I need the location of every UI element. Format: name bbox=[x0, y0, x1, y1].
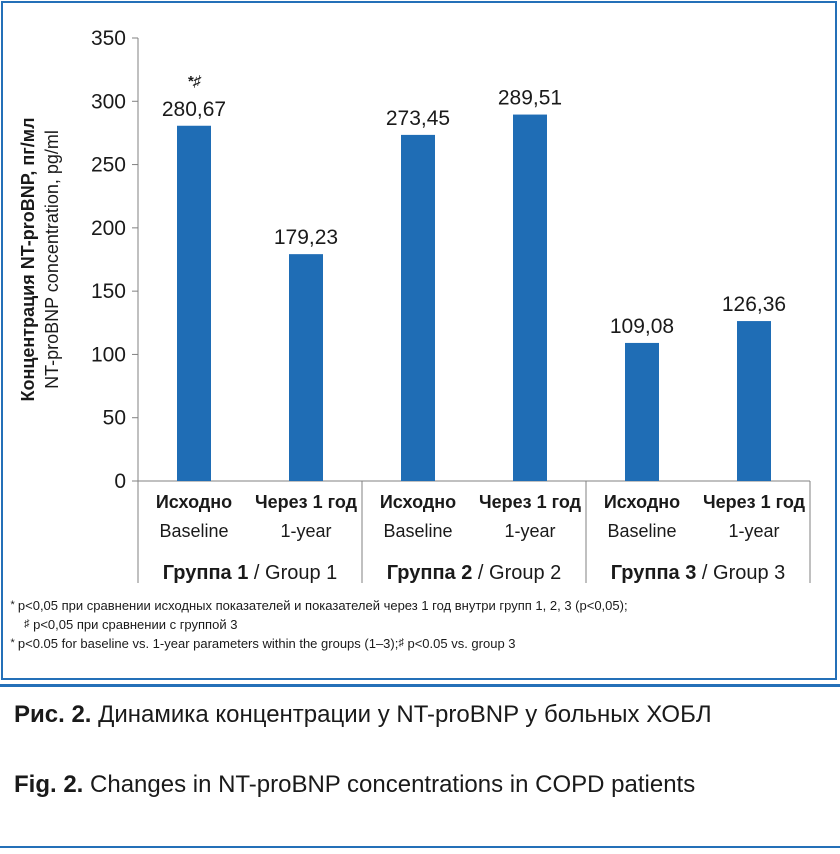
y-axis-title-ru: Концентрация NT-proBNP, пг/мл bbox=[18, 117, 38, 401]
caption-text: Динамика концентрации у NT-proBNP у боль… bbox=[91, 701, 712, 728]
footnote-marker: ♯ bbox=[24, 618, 30, 630]
data-label: 273,45 bbox=[386, 107, 450, 130]
divider bbox=[0, 846, 840, 848]
bar bbox=[625, 342, 659, 481]
x-category-label-ru: Исходно bbox=[380, 492, 456, 512]
footnote-text: p<0.05 vs. group 3 bbox=[403, 636, 516, 651]
x-category-label-en: Baseline bbox=[607, 521, 676, 541]
bar bbox=[177, 125, 211, 482]
group-label: Группа 3 / Group 3 bbox=[611, 562, 786, 584]
x-category-label-en: 1-year bbox=[728, 521, 779, 541]
caption-number: Рис. 2. bbox=[14, 701, 92, 728]
data-label: 280,67 bbox=[162, 98, 226, 121]
x-category-label-en: Baseline bbox=[159, 521, 228, 541]
x-category-label-en: Baseline bbox=[383, 521, 452, 541]
group-label-en: / Group 1 bbox=[248, 562, 337, 584]
x-category-label-ru: Исходно bbox=[604, 492, 680, 512]
group-label-ru: Группа 1 bbox=[163, 562, 249, 584]
footnote-text: p<0.05 for baseline vs. 1-year parameter… bbox=[14, 636, 399, 651]
data-label: 289,51 bbox=[498, 87, 562, 110]
footnote-text: p<0,05 при сравнении исходных показателе… bbox=[14, 598, 628, 613]
y-tick-label: 0 bbox=[114, 470, 126, 493]
caption-ru: Рис. 2. Динамика концентрации у NT-proBN… bbox=[14, 700, 814, 729]
footnotes: * p<0,05 при сравнении исходных показате… bbox=[10, 596, 830, 653]
y-tick-label: 200 bbox=[91, 217, 126, 240]
x-category-label-ru: Через 1 год bbox=[479, 492, 582, 512]
caption-en: Fig. 2. Changes in NT-proBNP concentrati… bbox=[14, 770, 814, 799]
data-label: 109,08 bbox=[610, 315, 674, 338]
x-category-label-ru: Через 1 год bbox=[703, 492, 806, 512]
group-label-ru: Группа 2 bbox=[387, 562, 473, 584]
footnote-en: * p<0.05 for baseline vs. 1-year paramet… bbox=[10, 634, 830, 653]
footnote-ru-2: ♯ p<0,05 при сравнении с группой 3 bbox=[10, 615, 830, 634]
y-tick-label: 150 bbox=[91, 280, 126, 303]
group-label: Группа 1 / Group 1 bbox=[163, 562, 338, 584]
footnote-marker: ♯ bbox=[398, 637, 404, 649]
caption-text: Changes in NT-proBNP concentrations in C… bbox=[83, 771, 696, 798]
x-category-label-en: 1-year bbox=[504, 521, 555, 541]
x-category-label-en: 1-year bbox=[280, 521, 331, 541]
y-tick-label: 300 bbox=[91, 90, 126, 113]
data-label: 126,36 bbox=[722, 293, 786, 316]
data-label: 179,23 bbox=[274, 226, 338, 249]
significance-marker: *♯ bbox=[187, 73, 202, 90]
bar bbox=[289, 254, 323, 481]
x-category-label-ru: Исходно bbox=[156, 492, 232, 512]
y-tick-label: 50 bbox=[103, 407, 126, 430]
footnote-ru-1: * p<0,05 при сравнении исходных показате… bbox=[10, 596, 830, 615]
bar bbox=[513, 114, 547, 482]
group-label-en: / Group 2 bbox=[472, 562, 561, 584]
x-category-label-ru: Через 1 год bbox=[255, 492, 358, 512]
y-tick-label: 250 bbox=[91, 154, 126, 177]
y-axis-title-en: NT-proBNP concentration, pg/ml bbox=[42, 130, 62, 389]
group-label-ru: Группа 3 bbox=[611, 562, 697, 584]
bar bbox=[737, 321, 771, 481]
caption-number: Fig. 2. bbox=[14, 771, 84, 798]
y-tick-label: 350 bbox=[91, 27, 126, 50]
bar bbox=[401, 134, 435, 481]
bar-chart: 0 50 100 150 200 250 300 350 280,67 *♯ Исходно Base… bbox=[18, 27, 811, 584]
footnote-marker: * bbox=[10, 637, 15, 649]
group-label: Группа 2 / Group 2 bbox=[387, 562, 562, 584]
group-label-en: / Group 3 bbox=[696, 562, 785, 584]
footnote-text: p<0,05 при сравнении с группой 3 bbox=[29, 617, 238, 632]
divider bbox=[0, 684, 840, 687]
footnote-marker: * bbox=[10, 599, 15, 611]
y-tick-label: 100 bbox=[91, 343, 126, 366]
